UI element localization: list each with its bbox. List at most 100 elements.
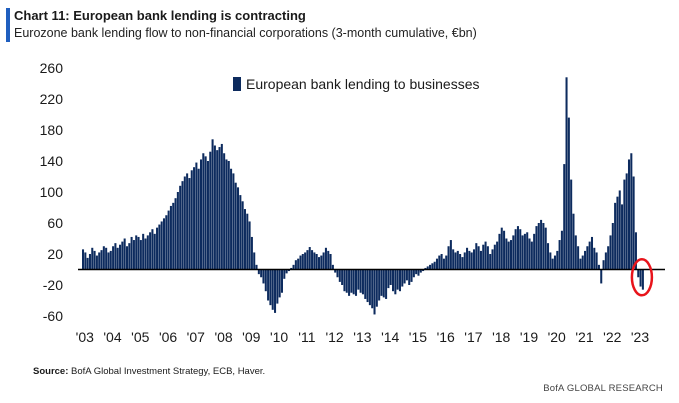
chart-title: Chart 11: European bank lending is contr… — [14, 8, 306, 23]
data-bar — [510, 240, 513, 270]
data-bar — [558, 240, 561, 270]
data-bar — [128, 243, 131, 270]
data-bar — [567, 117, 570, 270]
data-bar — [565, 77, 568, 270]
x-tick-label: '13 — [353, 329, 371, 345]
data-bar — [493, 244, 496, 270]
data-bar — [95, 255, 98, 270]
data-bar — [197, 168, 200, 270]
data-bar — [123, 238, 126, 270]
data-bar — [317, 257, 321, 270]
x-tick-label: '04 — [103, 329, 121, 345]
data-bar — [204, 156, 207, 270]
data-bar — [429, 264, 432, 270]
data-bar — [209, 151, 212, 270]
data-bar — [308, 247, 311, 270]
data-bar — [311, 250, 314, 270]
data-bar — [570, 179, 573, 270]
data-bar — [602, 260, 605, 270]
data-bar — [392, 269, 395, 292]
data-bar — [98, 252, 101, 270]
data-bar — [590, 236, 594, 270]
data-bar — [618, 190, 621, 270]
data-bar — [190, 170, 193, 270]
data-bar — [206, 161, 209, 270]
data-bar — [563, 164, 566, 270]
data-bar — [556, 250, 559, 270]
data-bar — [593, 247, 596, 270]
data-bar — [338, 269, 341, 282]
data-bar — [151, 229, 154, 270]
data-bar — [438, 255, 441, 270]
data-bar — [132, 240, 135, 270]
data-bar — [125, 246, 128, 270]
data-bar — [144, 238, 147, 270]
data-bar — [433, 261, 436, 270]
x-tick-label: '14 — [381, 329, 399, 345]
data-bar — [299, 255, 302, 270]
data-bar — [586, 246, 589, 270]
data-bar — [553, 255, 556, 270]
data-bar — [496, 241, 499, 270]
data-bar — [243, 209, 246, 270]
data-bar — [378, 269, 381, 301]
data-bar — [156, 227, 159, 270]
data-bar — [426, 266, 429, 270]
data-bar — [533, 233, 536, 270]
data-bar — [572, 213, 575, 270]
data-bar — [253, 252, 256, 270]
data-bar — [484, 241, 487, 270]
data-bar — [202, 153, 205, 270]
data-bar — [616, 196, 619, 270]
data-bar — [500, 227, 503, 270]
data-bar — [514, 229, 517, 270]
data-bar — [431, 263, 434, 270]
data-bar — [540, 219, 543, 270]
data-bar — [112, 246, 115, 270]
y-tick-label: -20 — [43, 277, 63, 293]
chart-subtitle: Eurozone bank lending flow to non-financ… — [14, 26, 477, 40]
data-bar — [361, 269, 364, 295]
data-bar — [172, 202, 175, 270]
data-bar — [250, 236, 253, 270]
data-bar — [600, 269, 603, 284]
data-bar — [611, 223, 614, 270]
x-tick-label: '11 — [298, 329, 315, 345]
data-bar — [507, 241, 510, 270]
data-bar — [396, 269, 399, 290]
data-bar — [468, 250, 471, 270]
data-bar — [519, 229, 522, 270]
data-bar — [375, 269, 378, 307]
data-bar — [442, 258, 445, 270]
data-bar — [537, 223, 540, 270]
data-bar — [424, 267, 427, 270]
data-bar — [470, 252, 473, 270]
y-tick-label: 20 — [47, 246, 63, 262]
data-bar — [368, 269, 371, 306]
data-bar — [100, 250, 103, 270]
data-bar — [213, 145, 216, 270]
data-bar — [597, 264, 600, 270]
data-bar — [595, 252, 598, 270]
data-bar — [479, 250, 482, 270]
data-bar — [271, 269, 274, 310]
data-bar — [359, 269, 362, 293]
data-bar — [348, 269, 351, 296]
data-bar — [162, 218, 166, 270]
data-bar — [193, 167, 196, 270]
data-bar — [107, 252, 110, 270]
data-bar — [621, 204, 624, 270]
data-bar — [257, 269, 260, 275]
x-tick-label: '18 — [492, 329, 510, 345]
data-bar — [419, 269, 422, 273]
source-text: BofA Global Investment Strategy, ECB, Ha… — [71, 366, 266, 377]
data-bar — [199, 159, 203, 270]
data-bar — [135, 235, 138, 270]
data-bar — [255, 264, 258, 270]
x-tick-label: '08 — [214, 329, 232, 345]
data-bar — [165, 215, 168, 270]
data-bar — [169, 205, 172, 270]
data-bar — [167, 210, 170, 270]
data-bar — [498, 233, 501, 270]
data-bar — [630, 153, 633, 270]
